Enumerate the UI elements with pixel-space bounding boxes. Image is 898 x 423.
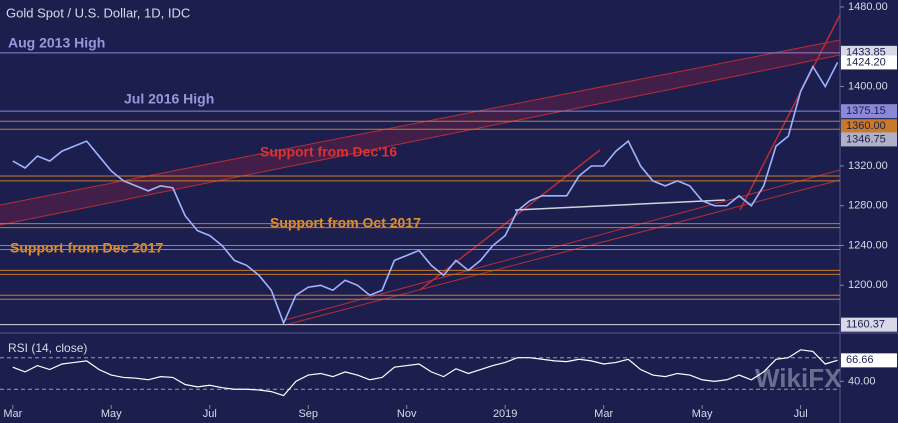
rsi-label: RSI (14, close) (8, 341, 87, 355)
y-tick-label: 1240.00 (848, 239, 888, 251)
price-line (12, 62, 839, 326)
x-tick-label: May (692, 408, 713, 420)
price-marker-label: 1424.20 (846, 56, 886, 68)
price-marker-label: 1346.75 (846, 133, 886, 145)
annotation: Support from Dec'16 (260, 144, 397, 160)
x-tick-label: Nov (397, 408, 417, 420)
rsi-marker-box (841, 353, 897, 368)
x-tick-label: Jul (203, 408, 217, 420)
chart-title: Gold Spot / U.S. Dollar, 1D, IDC (6, 5, 190, 20)
price-marker-box (841, 104, 897, 119)
price-marker-box (841, 55, 897, 70)
x-tick-label: Jul (794, 408, 808, 420)
price-marker-box (841, 132, 897, 147)
annotation: Support from Oct 2017 (270, 215, 421, 231)
price-marker-label: 1360.00 (846, 120, 886, 132)
y-tick-label: 1200.00 (848, 279, 888, 291)
rsi-marker-label: 66.66 (846, 354, 874, 366)
y-tick-label: 1280.00 (848, 200, 888, 212)
annotation: Aug 2013 High (8, 35, 105, 51)
rsi-tick-label: 40.00 (848, 375, 876, 387)
rsi-line (12, 349, 838, 397)
x-tick-label: 2019 (493, 408, 517, 420)
y-tick-label: 1400.00 (848, 80, 888, 92)
annotation: Jul 2016 High (124, 91, 214, 107)
price-marker-label: 1160.37 (846, 319, 885, 331)
y-tick-label: 1320.00 (848, 160, 888, 172)
price-marker-label: 1375.15 (846, 105, 886, 117)
price-marker-box (841, 119, 897, 134)
watermark: WikiFX (755, 363, 842, 393)
y-tick-label: 1480.00 (848, 1, 888, 13)
annotation: Support from Dec 2017 (10, 240, 163, 256)
x-tick-label: Mar (3, 408, 22, 420)
x-tick-label: May (101, 408, 122, 420)
x-tick-label: Sep (298, 408, 318, 420)
price-marker-box (841, 317, 897, 332)
x-tick-label: Mar (594, 408, 613, 420)
